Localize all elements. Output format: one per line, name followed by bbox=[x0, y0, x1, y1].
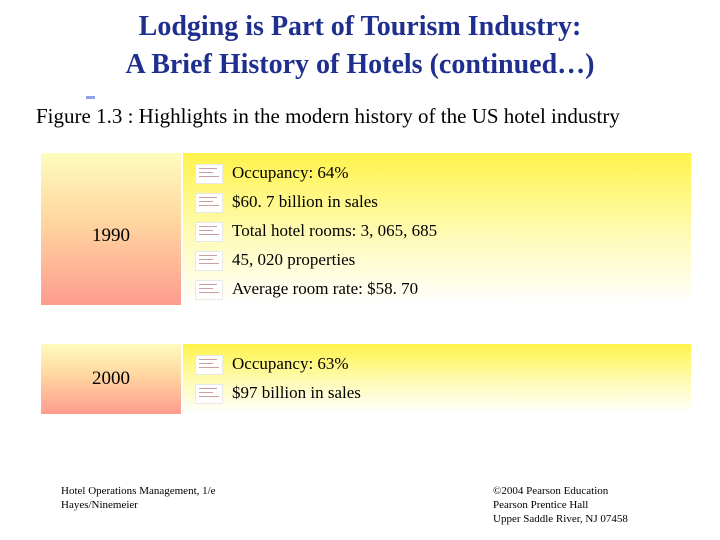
bullet-icon bbox=[195, 193, 223, 213]
slide-title-line-2: A Brief History of Hotels (continued…) bbox=[125, 49, 595, 80]
footer-book-title: Hotel Operations Management, 1/e bbox=[61, 485, 216, 497]
list-item: $97 billion in sales bbox=[183, 379, 691, 408]
list-item: Average room rate: $58. 70 bbox=[183, 275, 691, 304]
list-item: Occupancy: 64% bbox=[183, 159, 691, 188]
list-item: Occupancy: 63% bbox=[183, 350, 691, 379]
list-item: Total hotel rooms: 3, 065, 685 bbox=[183, 217, 691, 246]
bullet-icon bbox=[195, 355, 223, 375]
bullet-icon bbox=[195, 384, 223, 404]
detail-box-1990: Occupancy: 64% $60. 7 billion in sales T… bbox=[183, 153, 691, 305]
footer-right: ©2004 Pearson Education Pearson Prentice… bbox=[493, 484, 628, 526]
footer-authors: Hayes/Ninemeier bbox=[61, 499, 138, 511]
footer-publisher: Pearson Prentice Hall bbox=[493, 499, 589, 511]
list-item-text: Total hotel rooms: 3, 065, 685 bbox=[232, 221, 438, 240]
decorative-tick bbox=[86, 96, 95, 99]
slide-title: Lodging is Part of Tourism Industry: A B… bbox=[0, 8, 720, 84]
list-item: $60. 7 billion in sales bbox=[183, 188, 691, 217]
year-label: 2000 bbox=[92, 368, 130, 389]
bullet-icon bbox=[195, 222, 223, 242]
figure-caption: Figure 1.3 : Highlights in the modern hi… bbox=[36, 104, 620, 128]
list-item-text: Average room rate: $58. 70 bbox=[232, 279, 419, 298]
list-item: 45, 020 properties bbox=[183, 246, 691, 275]
footer-copyright: ©2004 Pearson Education bbox=[493, 485, 609, 497]
year-label: 1990 bbox=[92, 225, 130, 246]
bullet-icon bbox=[195, 251, 223, 271]
list-item-text: $60. 7 billion in sales bbox=[232, 192, 378, 211]
list-item-text: Occupancy: 63% bbox=[232, 354, 349, 373]
list-item-text: $97 billion in sales bbox=[232, 383, 361, 402]
bullet-icon bbox=[195, 164, 223, 184]
bullet-icon bbox=[195, 280, 223, 300]
list-item-text: 45, 020 properties bbox=[232, 250, 356, 269]
year-box-2000: 2000 bbox=[41, 344, 181, 414]
footer-address: Upper Saddle River, NJ 07458 bbox=[493, 513, 628, 525]
year-box-1990: 1990 bbox=[41, 153, 181, 305]
detail-box-2000: Occupancy: 63% $97 billion in sales bbox=[183, 344, 691, 414]
list-item-text: Occupancy: 64% bbox=[232, 163, 349, 182]
footer-left: Hotel Operations Management, 1/e Hayes/N… bbox=[61, 484, 216, 512]
slide-title-line-1: Lodging is Part of Tourism Industry: bbox=[138, 11, 582, 42]
